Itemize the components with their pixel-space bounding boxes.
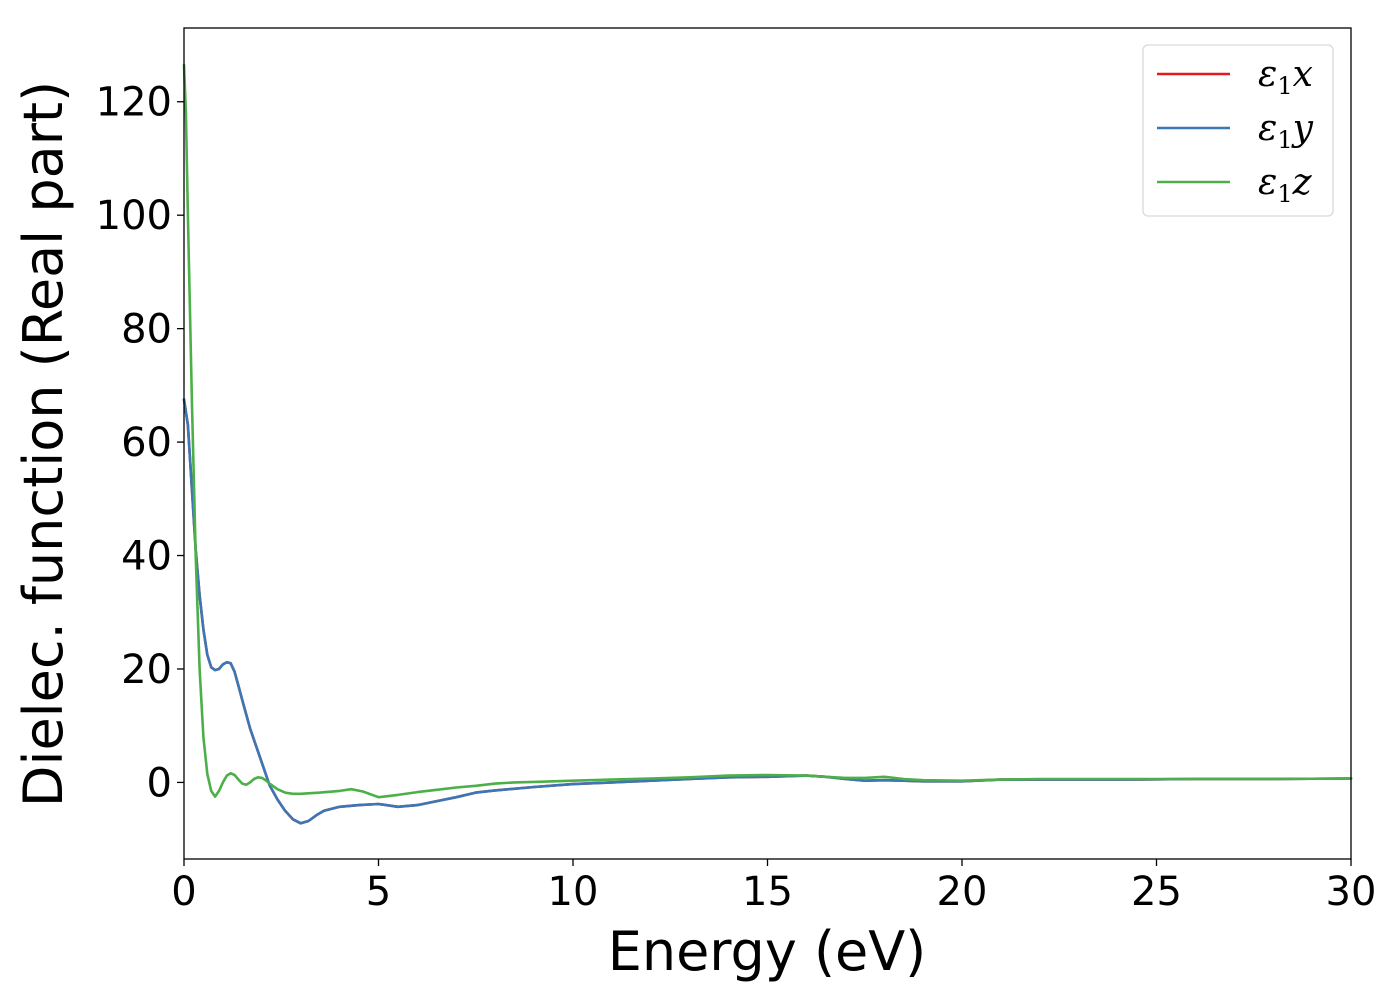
- y-tick-label: 40: [121, 534, 172, 580]
- legend-label-y: ε1y: [1258, 108, 1314, 154]
- x-tick-label: 5: [366, 869, 391, 915]
- x-tick-label: 30: [1326, 869, 1377, 915]
- x-axis: 0 5 10 15 20 25 30: [171, 859, 1376, 915]
- y-tick-label: 80: [121, 307, 172, 353]
- y-tick-label: 20: [121, 647, 172, 693]
- series-line-y: [182, 398, 1353, 825]
- x-tick-label: 0: [171, 869, 196, 915]
- legend-label-z: ε1z: [1258, 162, 1313, 208]
- series-line-z: [182, 63, 1353, 799]
- y-tick-label: 100: [96, 193, 172, 239]
- y-axis: 0 20 40 60 80 100 120: [96, 80, 184, 806]
- series-line-x: [182, 398, 1353, 825]
- legend: ε1x ε1y ε1z: [1142, 44, 1334, 217]
- x-axis-title: Energy (eV): [608, 920, 927, 983]
- legend-items: ε1x ε1y ε1z: [1157, 54, 1314, 208]
- x-tick-label: 15: [742, 869, 793, 915]
- x-tick-label: 10: [548, 869, 599, 915]
- legend-label-x: ε1x: [1258, 54, 1313, 100]
- y-axis-title: Dielec. function (Real part): [12, 81, 75, 807]
- x-tick-label: 20: [937, 869, 988, 915]
- y-tick-label: 0: [147, 760, 172, 806]
- x-tick-label: 25: [1131, 869, 1182, 915]
- series-layer: [182, 63, 1353, 825]
- y-tick-label: 60: [121, 420, 172, 466]
- legend-box: [1142, 44, 1334, 217]
- y-tick-label: 120: [96, 80, 172, 126]
